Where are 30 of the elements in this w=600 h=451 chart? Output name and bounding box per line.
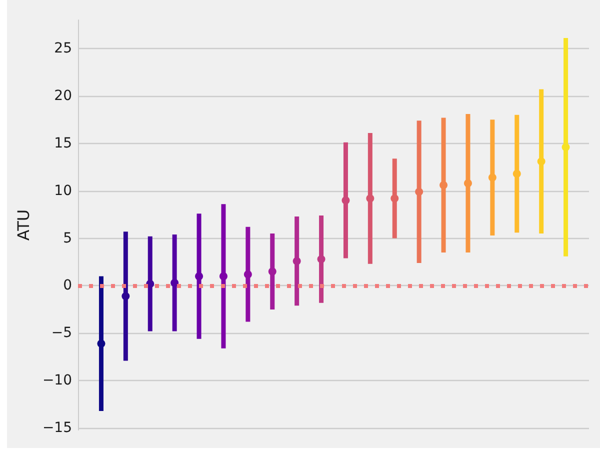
- point: [562, 143, 570, 152]
- y-tick-label: 15: [54, 135, 72, 152]
- point: [292, 257, 301, 266]
- point: [464, 179, 472, 188]
- point: [195, 272, 204, 280]
- point: [488, 174, 496, 182]
- point: [146, 280, 154, 288]
- point: [317, 255, 326, 264]
- point: [537, 157, 546, 166]
- point: [122, 292, 130, 300]
- point: [440, 181, 448, 190]
- y-tick-label: 0: [63, 278, 72, 294]
- y-tick-label: −5: [51, 325, 72, 342]
- y-tick-label: −15: [42, 420, 72, 436]
- point: [268, 268, 276, 276]
- point: [97, 340, 106, 348]
- point: [366, 194, 374, 202]
- y-tick-label: 20: [54, 88, 72, 104]
- point: [390, 194, 399, 202]
- point: [512, 170, 521, 178]
- y-tick-label: 5: [63, 230, 72, 246]
- point: [342, 196, 350, 204]
- y-tick-label: 25: [54, 40, 72, 56]
- point: [244, 270, 252, 278]
- point: [170, 278, 179, 287]
- point: [219, 272, 228, 280]
- y-tick-label: 10: [54, 182, 72, 199]
- y-tick-label: −10: [42, 372, 72, 389]
- point: [415, 188, 424, 196]
- y-axis-title: ATU: [14, 209, 34, 241]
